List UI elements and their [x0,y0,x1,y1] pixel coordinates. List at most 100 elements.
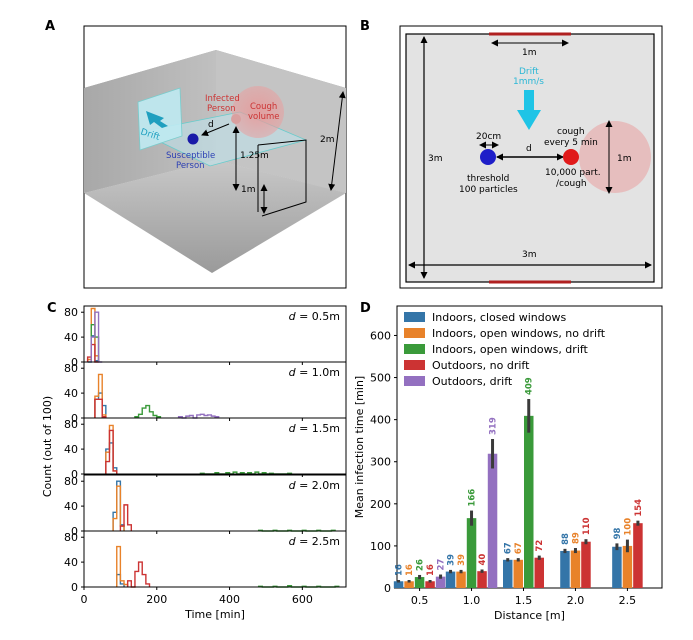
cough-label-1: cough [557,127,585,137]
bar-green [414,577,425,588]
threshold-label-1: threshold [467,174,509,184]
legend-swatch-purple [404,376,425,386]
y-tick-label: 0 [71,468,78,481]
bar-red [425,581,435,588]
legend-swatch-green [404,344,425,354]
panel-d: D Mean infection time [min] Distance [m]… [353,301,663,622]
data-label: 100 [623,518,633,536]
data-label: 27 [437,559,447,571]
cough-volume-sphere [232,86,284,138]
legend-label: Indoors, open windows, no drift [432,327,606,340]
bar-red [581,541,591,588]
drift-arrow-icon-b [517,90,541,130]
cough-label-2: every 5 min [544,138,598,148]
bar-orange [513,559,523,588]
particles-label-1: 10,000 part. [545,168,601,178]
data-label: 110 [582,517,592,535]
bar-green [466,518,477,588]
bar-orange [570,550,581,588]
y-tick-label: 0 [71,412,78,425]
y-tick-label: 40 [64,500,78,513]
data-label: 39 [457,554,467,566]
histogram-series-blue [112,480,125,531]
bar-purple [487,453,498,588]
y-tick-label: 100 [370,540,391,553]
y-tick-label: 600 [370,329,391,342]
y-tick-label: 40 [64,331,78,344]
height-2-arrow [328,91,346,191]
histogram-series-orange [116,545,129,587]
legend-swatch-red [404,360,425,370]
box-outline-front [257,139,307,217]
data-label: 39 [447,554,457,566]
top-1m-label: 1m [522,48,537,58]
susceptible-label-1: Susceptible [166,151,215,161]
cough-volume-label-1: Cough [250,102,277,112]
histogram-series-blue [87,335,100,363]
legend-label: Indoors, open windows, drift [432,343,589,356]
data-label: 89 [571,532,581,544]
drift-arrow-icon [146,111,168,128]
data-label: 16 [426,564,436,576]
data-label: 98 [613,527,623,539]
panel-b-label: B [360,19,370,34]
histogram-title: d = 2.5m [289,535,340,548]
panel-a-label: A [45,19,55,34]
histogram-series-red [105,429,118,474]
bar-orange [622,545,633,588]
bar-red [477,571,487,588]
histogram-frame [83,417,347,475]
data-label: 16 [405,564,415,576]
data-label: 67 [504,542,514,554]
bar-blue [612,546,622,588]
histogram-title: d = 0.5m [289,310,340,323]
histogram-series-red [119,504,133,531]
x-tick-label: 1.5 [515,594,533,607]
panel-b: B 1m Drift 1mm/s 20cm d cough every 5 mi… [360,19,663,289]
panel-c-label: C [47,301,57,316]
infected-label-1: Infected [205,94,240,104]
distance-label: d [208,120,214,130]
y-tick-label: 0 [384,582,391,595]
susceptible-label-2: Person [176,161,205,171]
panel-d-ylabel: Mean infection time [min] [353,376,366,518]
y-tick-label: 300 [370,456,391,469]
y-tick-label: 80 [64,306,78,319]
data-label: 88 [561,533,571,545]
x-tick-label: 0.5 [411,594,429,607]
x-tick-label: 2.0 [567,594,585,607]
bar-blue [445,571,456,588]
data-label: 16 [395,564,405,576]
infected-person-dot-b [563,149,579,165]
histogram-row: 0 40 80 d = 0.5m [64,305,347,369]
height-125-label: 1.25m [240,151,269,161]
y-tick-label: 80 [64,418,78,431]
histogram-row: 0 40 80 d = 2.0m [64,474,347,538]
x-tick-label: 2.5 [619,594,637,607]
data-label: 67 [514,542,524,554]
histogram-series-orange [94,373,107,418]
panel-d-label: D [360,301,371,316]
histogram-row: 0 40 80 d = 1.0m [64,361,347,425]
cough-volume-label-2: volume [248,112,280,122]
x-tick-label: 400 [219,593,240,606]
y-tick-label: 40 [64,556,78,569]
histogram-row: 0 40 80 d = 2.5m [64,530,347,594]
legend-label: Outdoors, drift [432,375,513,388]
y-tick-label: 80 [64,531,78,544]
y-tick-label: 200 [370,498,391,511]
panel-c-ylabel: Count (out of 100) [41,396,54,497]
x-tick-label: 0 [81,593,88,606]
y-tick-label: 80 [64,475,78,488]
panel-c: C Count (out of 100) Time [min] 0 40 80 d =… [41,301,347,621]
distance-label-b: d [526,144,532,154]
susceptible-person-dot-b [480,149,496,165]
bar-blue [393,581,404,588]
histogram-row: 0 40 80 d = 1.5m [64,417,347,481]
legend-swatch-orange [404,328,425,338]
panel-d-xlabel: Distance [m] [494,609,565,622]
data-label: 409 [525,377,535,395]
cough-volume-circle [579,121,651,193]
bar-blue [503,559,513,588]
infected-label-2: Person [207,104,236,114]
